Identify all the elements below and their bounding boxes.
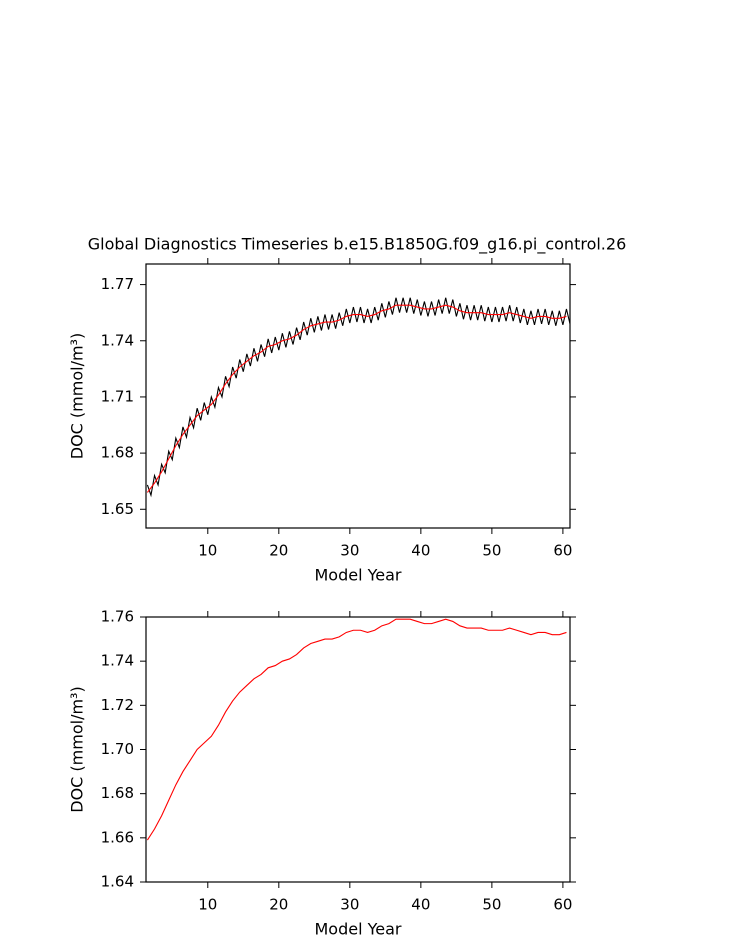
x-tick-label: 40 <box>411 896 430 914</box>
y-axis-label: DOC (mmol/m³) <box>68 686 87 812</box>
x-tick-label: 10 <box>198 542 217 560</box>
y-tick-label: 1.74 <box>101 331 134 349</box>
y-tick-label: 1.72 <box>101 696 134 714</box>
y-tick-label: 1.66 <box>101 828 134 846</box>
y-tick-label: 1.68 <box>101 784 134 802</box>
x-tick-label: 30 <box>340 896 359 914</box>
y-tick-label: 1.76 <box>101 608 134 626</box>
x-tick-label: 20 <box>269 896 288 914</box>
x-tick-label: 50 <box>482 896 501 914</box>
y-tick-label: 1.71 <box>101 387 134 405</box>
y-tick-label: 1.65 <box>101 500 134 518</box>
x-tick-label: 30 <box>340 542 359 560</box>
y-tick-label: 1.74 <box>101 652 134 670</box>
x-tick-label: 60 <box>553 896 572 914</box>
y-tick-label: 1.68 <box>101 444 134 462</box>
x-tick-label: 10 <box>198 896 217 914</box>
y-tick-label: 1.77 <box>101 275 134 293</box>
y-tick-label: 1.64 <box>101 873 134 891</box>
data-line <box>146 297 571 498</box>
x-tick-label: 60 <box>553 542 572 560</box>
plot-frame <box>145 616 571 883</box>
x-tick-label: 50 <box>482 542 501 560</box>
data-line <box>146 304 567 493</box>
chart-title: Global Diagnostics Timeseries b.e15.B185… <box>88 235 627 255</box>
y-axis-label: DOC (mmol/m³) <box>68 333 87 459</box>
x-tick-label: 20 <box>269 542 288 560</box>
data-line <box>146 618 567 841</box>
y-tick-label: 1.70 <box>101 740 134 758</box>
x-tick-label: 40 <box>411 542 430 560</box>
x-axis-label: Model Year <box>315 566 402 585</box>
plot-frame <box>145 263 571 529</box>
x-axis-label: Model Year <box>315 920 402 939</box>
